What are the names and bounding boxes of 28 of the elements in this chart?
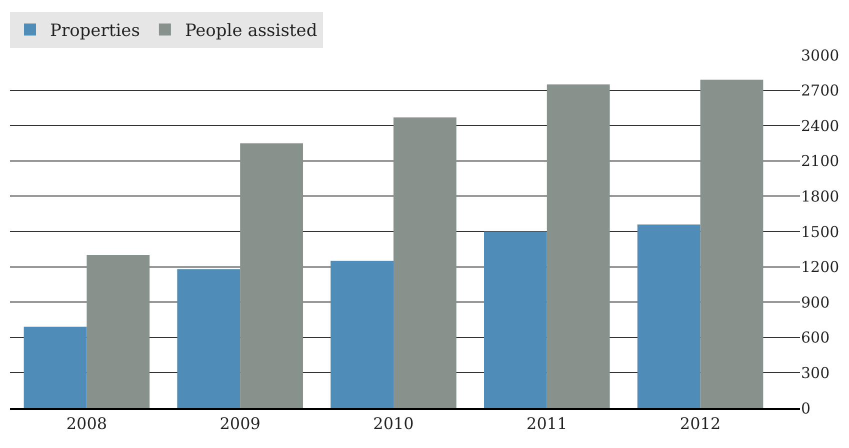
y-tick-label: 600: [801, 328, 830, 347]
bar: [330, 260, 394, 408]
y-tick-label: 2100: [801, 152, 840, 170]
bar: [240, 143, 303, 408]
y-tick-label: 0: [801, 399, 811, 418]
y-tick-label: 300: [801, 364, 830, 382]
legend-label: People assisted: [184, 21, 318, 42]
x-tick-label: 2011: [526, 414, 568, 434]
y-tick-label: 3000: [801, 46, 840, 64]
y-tick-label: 1500: [801, 222, 840, 241]
x-tick-label: 2009: [220, 414, 260, 434]
bar: [86, 255, 150, 408]
bar: [637, 224, 700, 408]
y-tick-label: 900: [801, 293, 830, 312]
y-tick-label: 1800: [801, 187, 840, 206]
bar: [24, 326, 87, 408]
y-tick-label: 1200: [801, 258, 840, 276]
bar: [177, 269, 240, 408]
legend-label: Properties: [50, 21, 140, 42]
y-tick-label: 2700: [801, 82, 840, 100]
y-tick-label: 2400: [801, 116, 840, 135]
bar: [546, 84, 610, 408]
bar: [484, 232, 547, 408]
bar: [394, 117, 456, 408]
x-tick-label: 2008: [66, 414, 108, 434]
x-tick-label: 2010: [373, 414, 414, 434]
bar: [700, 80, 764, 408]
x-tick-label: 2012: [680, 414, 721, 434]
